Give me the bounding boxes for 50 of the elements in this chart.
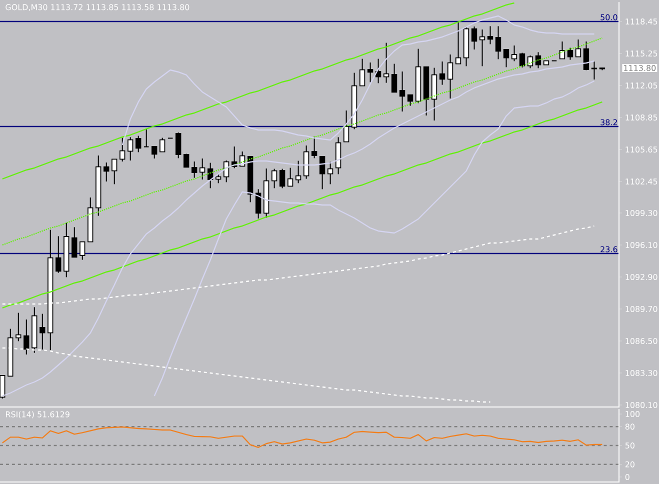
- candlestick: [343, 110, 350, 142]
- candlestick: [519, 52, 526, 68]
- candlestick: [479, 28, 486, 67]
- candlestick: [199, 158, 206, 180]
- candlestick: [0, 375, 6, 399]
- candlestick: [471, 26, 478, 50]
- candlestick: [303, 144, 310, 180]
- candlestick: [152, 146, 158, 159]
- candlestick: [72, 226, 78, 258]
- candlestick: [143, 128, 150, 148]
- candlestick: [175, 132, 182, 159]
- candlestick: [311, 136, 318, 159]
- candlestick: [40, 313, 46, 350]
- candlestick: [495, 26, 502, 60]
- candlestick: [16, 312, 22, 342]
- candlestick: [295, 160, 302, 184]
- candlestick: [327, 161, 334, 185]
- candlestick: [567, 47, 574, 60]
- candlestick: [255, 188, 262, 219]
- candlestick: [191, 160, 198, 178]
- candlestick: [503, 48, 510, 68]
- candlestick: [399, 70, 406, 112]
- candlestick: [383, 42, 390, 84]
- candlestick: [447, 54, 454, 99]
- candlestick: [575, 38, 582, 58]
- candlestick: [367, 62, 374, 83]
- candlestick: [455, 20, 462, 64]
- candlestick: [287, 167, 294, 187]
- candlestick: [271, 168, 278, 189]
- candlestick: [407, 94, 414, 106]
- candlestick: [160, 137, 166, 152]
- candlestick: [120, 137, 126, 162]
- candlestick: [279, 168, 286, 189]
- candlestick: [183, 153, 190, 168]
- candlestick: [439, 60, 446, 86]
- candlestick: [56, 236, 62, 274]
- candlestick: [583, 40, 590, 71]
- candlestick: [487, 26, 494, 45]
- candlestick: [591, 60, 598, 80]
- candlestick: [136, 135, 142, 153]
- candlestick: [559, 40, 566, 60]
- candlestick: [24, 318, 30, 355]
- candlestick: [391, 63, 398, 93]
- candlestick: [104, 162, 110, 182]
- candlestick: [511, 44, 518, 62]
- candlestick: [80, 241, 86, 260]
- candlestick: [112, 158, 118, 185]
- candlestick: [359, 58, 366, 86]
- candlestick: [128, 136, 134, 161]
- candlestick: [215, 172, 222, 184]
